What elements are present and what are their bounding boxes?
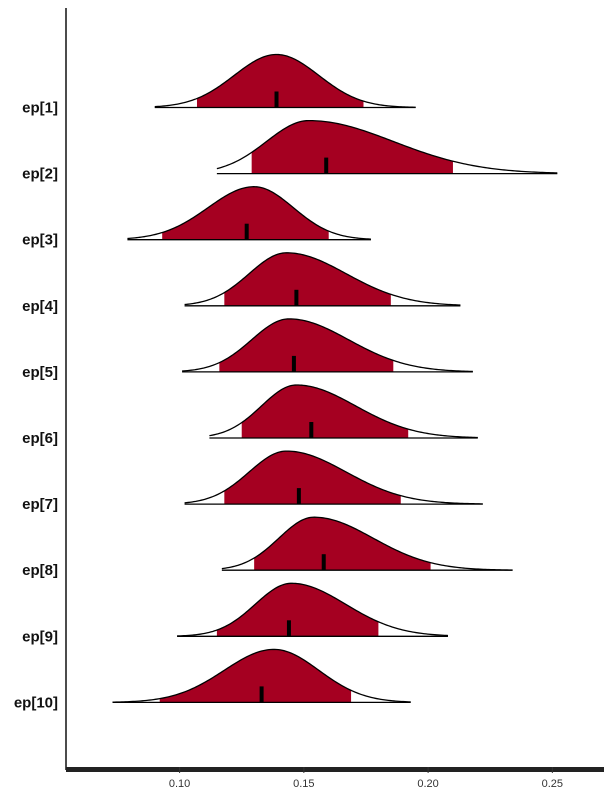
ridge-density-line xyxy=(184,450,483,505)
y-tick-label: ep[1] xyxy=(22,100,58,117)
x-tick-label: 0.25 xyxy=(542,778,563,790)
ridge-9 xyxy=(177,582,449,637)
ridges-layer xyxy=(112,53,558,704)
ridge-point-estimate xyxy=(274,91,279,108)
ridge-point-estimate xyxy=(321,554,326,571)
ridge-point-estimate xyxy=(291,355,296,372)
ridge-interval-fill xyxy=(162,186,329,240)
ridge-density-line xyxy=(177,582,449,637)
y-tick-label: ep[7] xyxy=(22,496,58,513)
y-tick-label: ep[3] xyxy=(22,232,58,249)
ridge-point-estimate xyxy=(296,488,301,505)
ridge-6 xyxy=(209,384,478,439)
y-tick-labels: ep[1] ep[2] ep[3] ep[4] ep[5] ep[6] ep[7] ep[8]… xyxy=(14,100,58,712)
ridge-2 xyxy=(216,119,558,175)
ridge-point-estimate xyxy=(324,157,329,174)
ridge-interval-fill xyxy=(196,54,364,108)
y-tick-label: ep[4] xyxy=(22,298,58,315)
ridge-density-line xyxy=(182,318,473,373)
x-ticks: 0.10 0.15 0.20 0.25 xyxy=(169,767,563,790)
y-tick-label: ep[10] xyxy=(14,694,58,711)
y-tick-label: ep[5] xyxy=(22,364,58,381)
x-tick-label: 0.15 xyxy=(293,778,314,790)
ridge-interval-fill xyxy=(159,649,352,703)
ridge-density-line xyxy=(184,252,461,306)
ridge-interval-fill xyxy=(219,318,394,372)
ridge-density-line xyxy=(154,53,416,108)
ridge-density-line xyxy=(112,648,411,703)
ridge-interval-fill xyxy=(216,583,379,637)
ridge-3 xyxy=(127,186,371,241)
ridge-interval-fill xyxy=(224,451,401,505)
ridge-interval-fill xyxy=(251,120,453,174)
ridge-density-line xyxy=(127,186,371,240)
y-tick-label: ep[9] xyxy=(22,628,58,645)
ridge-1 xyxy=(154,53,416,109)
ridge-8 xyxy=(221,516,513,571)
ridge-10 xyxy=(112,648,411,704)
ridge-density-line xyxy=(209,384,478,439)
ridge-7 xyxy=(184,450,483,505)
ridge-interval-fill xyxy=(254,517,431,571)
y-tick-label: ep[6] xyxy=(22,430,58,447)
x-tick-label: 0.20 xyxy=(417,778,438,790)
ridge-point-estimate xyxy=(294,289,299,306)
ridge-point-estimate xyxy=(244,223,249,240)
ridge-point-estimate xyxy=(259,686,264,703)
ridge-point-estimate xyxy=(309,422,314,438)
y-tick-label: ep[2] xyxy=(22,166,58,183)
ridge-interval-fill xyxy=(224,252,391,306)
y-tick-label: ep[8] xyxy=(22,562,58,579)
ridge-point-estimate xyxy=(286,620,291,637)
ridge-4 xyxy=(184,252,461,307)
ridge-interval-fill xyxy=(241,385,409,438)
ridge-5 xyxy=(182,318,473,373)
ridge-density-line xyxy=(216,119,558,174)
ridge-density-line xyxy=(221,516,513,571)
x-tick-label: 0.10 xyxy=(169,778,190,790)
